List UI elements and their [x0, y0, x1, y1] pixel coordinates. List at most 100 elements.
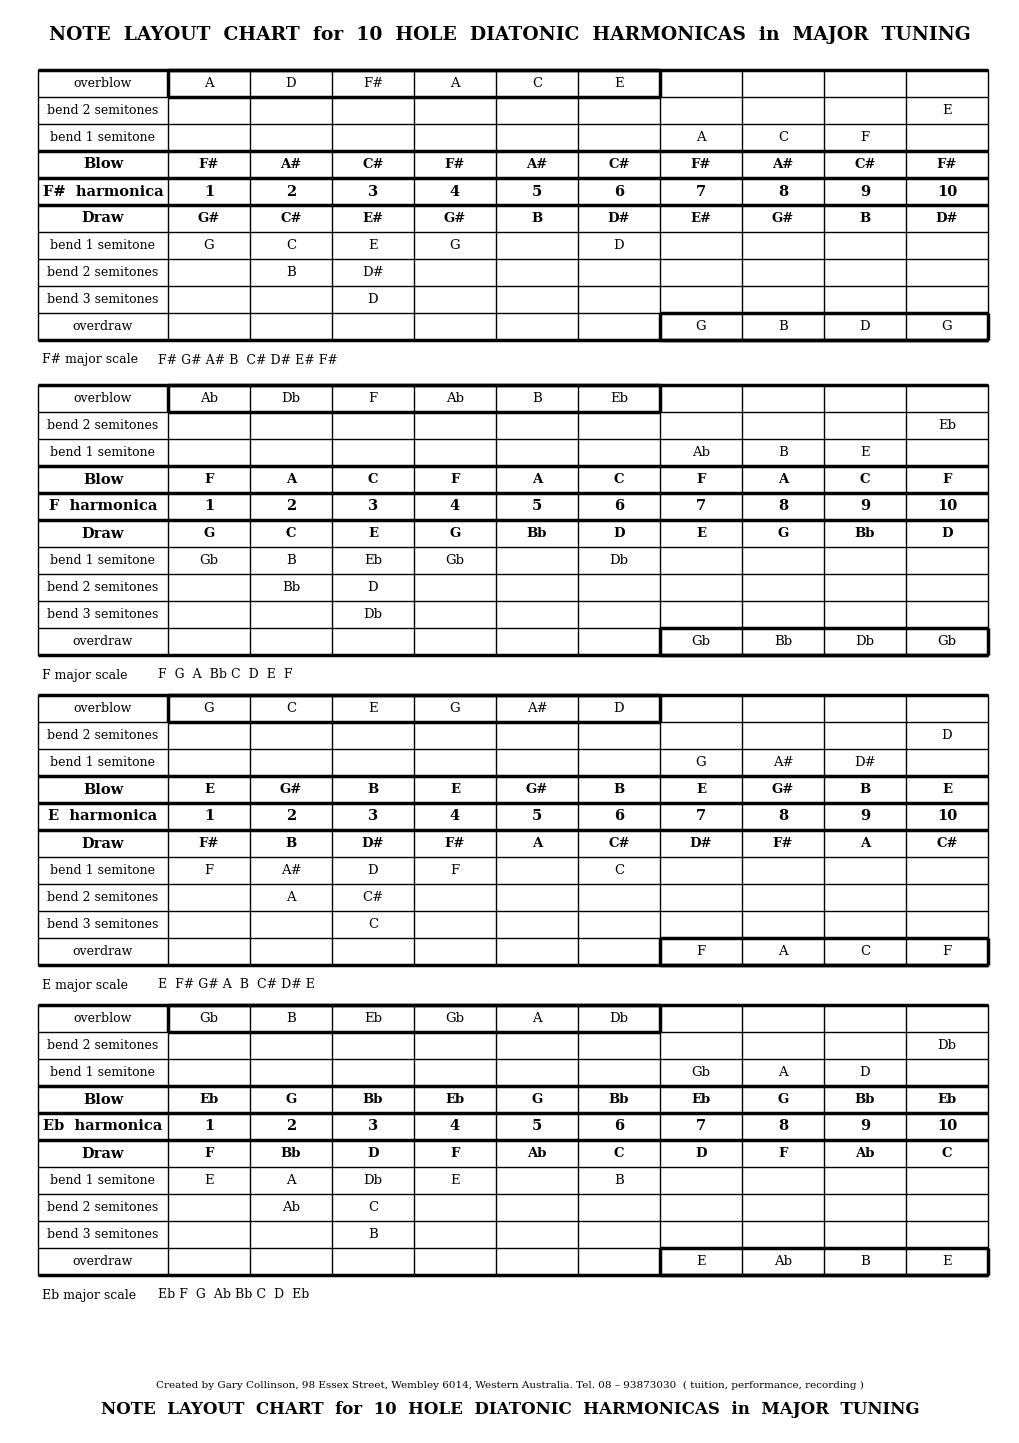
Text: G#: G# — [198, 212, 220, 225]
Text: F#: F# — [444, 837, 465, 850]
Text: F: F — [449, 1147, 460, 1160]
Text: A: A — [777, 473, 788, 486]
Text: E: E — [942, 104, 951, 117]
Text: Draw: Draw — [82, 527, 124, 541]
Text: C: C — [613, 473, 624, 486]
Text: 1: 1 — [204, 185, 214, 199]
Text: B: B — [367, 784, 378, 797]
Text: E: E — [942, 1255, 951, 1268]
Text: F: F — [942, 473, 951, 486]
Text: 6: 6 — [613, 1120, 624, 1134]
Text: Eb: Eb — [691, 1092, 710, 1105]
Text: C: C — [859, 473, 869, 486]
Text: F  harmonica: F harmonica — [49, 499, 157, 514]
Text: A: A — [286, 890, 296, 903]
Text: C#: C# — [362, 157, 383, 172]
Text: A: A — [531, 473, 541, 486]
Text: C: C — [368, 473, 378, 486]
Text: D: D — [367, 582, 378, 595]
Text: Bb: Bb — [773, 635, 792, 648]
Text: G: G — [941, 320, 952, 333]
Text: 7: 7 — [695, 1120, 705, 1134]
Text: Gb: Gb — [691, 635, 710, 648]
Text: G#: G# — [279, 784, 302, 797]
Text: F#: F# — [363, 76, 383, 89]
Text: 8: 8 — [777, 810, 788, 824]
Text: A#: A# — [526, 701, 547, 714]
Text: Eb: Eb — [445, 1092, 465, 1105]
Text: 7: 7 — [695, 185, 705, 199]
Text: A: A — [449, 76, 460, 89]
Text: F: F — [450, 864, 460, 877]
Text: D: D — [859, 320, 869, 333]
Text: B: B — [368, 1228, 377, 1241]
Text: D#: D# — [362, 837, 384, 850]
Text: 4: 4 — [449, 185, 460, 199]
Text: 6: 6 — [613, 810, 624, 824]
Text: Draw: Draw — [82, 837, 124, 850]
Text: B: B — [777, 320, 787, 333]
Text: 7: 7 — [695, 499, 705, 514]
Text: F: F — [696, 473, 705, 486]
Text: Gb: Gb — [445, 1012, 464, 1025]
Text: 3: 3 — [368, 499, 378, 514]
Text: C: C — [941, 1147, 952, 1160]
Text: G: G — [204, 240, 214, 253]
Text: C#: C# — [280, 212, 302, 225]
Text: Ab: Ab — [200, 392, 218, 405]
Text: Blow: Blow — [83, 157, 123, 172]
Text: 5: 5 — [531, 810, 541, 824]
Text: E#: E# — [362, 212, 383, 225]
Text: A#: A# — [771, 756, 793, 769]
Text: G: G — [776, 1092, 788, 1105]
Text: overblow: overblow — [73, 701, 132, 714]
Text: Blow: Blow — [83, 782, 123, 797]
Text: D: D — [695, 1147, 706, 1160]
Text: 8: 8 — [777, 1120, 788, 1134]
Text: C: C — [285, 701, 296, 714]
Text: E: E — [696, 1255, 705, 1268]
Text: E  harmonica: E harmonica — [48, 810, 157, 824]
Text: Ab: Ab — [527, 1147, 546, 1160]
Text: bend 2 semitones: bend 2 semitones — [47, 1201, 159, 1214]
Text: E: E — [204, 784, 214, 797]
Text: G: G — [776, 527, 788, 540]
Text: Draw: Draw — [82, 212, 124, 225]
Text: F#: F# — [772, 837, 793, 850]
Text: D: D — [941, 527, 952, 540]
Text: 8: 8 — [777, 499, 788, 514]
Text: A#: A# — [771, 157, 793, 172]
Text: Ab: Ab — [854, 1147, 874, 1160]
Text: B: B — [613, 1175, 624, 1188]
Text: E: E — [613, 76, 624, 89]
Text: B: B — [859, 212, 870, 225]
Text: D#: D# — [689, 837, 711, 850]
Text: C: C — [285, 527, 296, 540]
Text: C#: C# — [362, 890, 383, 903]
Text: Created by Gary Collinson, 98 Essex Street, Wembley 6014, Western Australia. Tel: Created by Gary Collinson, 98 Essex Stre… — [156, 1381, 863, 1390]
Text: 2: 2 — [285, 810, 296, 824]
Text: G: G — [531, 1092, 542, 1105]
Text: Blow: Blow — [83, 1092, 123, 1107]
Text: Ab: Ab — [445, 392, 464, 405]
Text: Db: Db — [855, 635, 873, 648]
Text: bend 1 semitone: bend 1 semitone — [51, 756, 155, 769]
Text: F#: F# — [199, 157, 219, 172]
Text: 3: 3 — [368, 1120, 378, 1134]
Text: Ab: Ab — [773, 1255, 791, 1268]
Text: G: G — [449, 240, 460, 253]
Text: G: G — [695, 756, 705, 769]
Text: Bb: Bb — [363, 1092, 383, 1105]
Text: D: D — [941, 729, 952, 742]
Text: 7: 7 — [695, 810, 705, 824]
Text: F: F — [942, 945, 951, 958]
Text: E: E — [695, 784, 705, 797]
Text: A: A — [696, 131, 705, 144]
Text: A: A — [286, 1175, 296, 1188]
Text: F# major scale: F# major scale — [42, 354, 138, 367]
Text: bend 2 semitones: bend 2 semitones — [47, 418, 159, 431]
Text: D#: D# — [853, 756, 875, 769]
Text: bend 1 semitone: bend 1 semitone — [51, 240, 155, 253]
Text: Bb: Bb — [608, 1092, 629, 1105]
Text: C#: C# — [607, 157, 629, 172]
